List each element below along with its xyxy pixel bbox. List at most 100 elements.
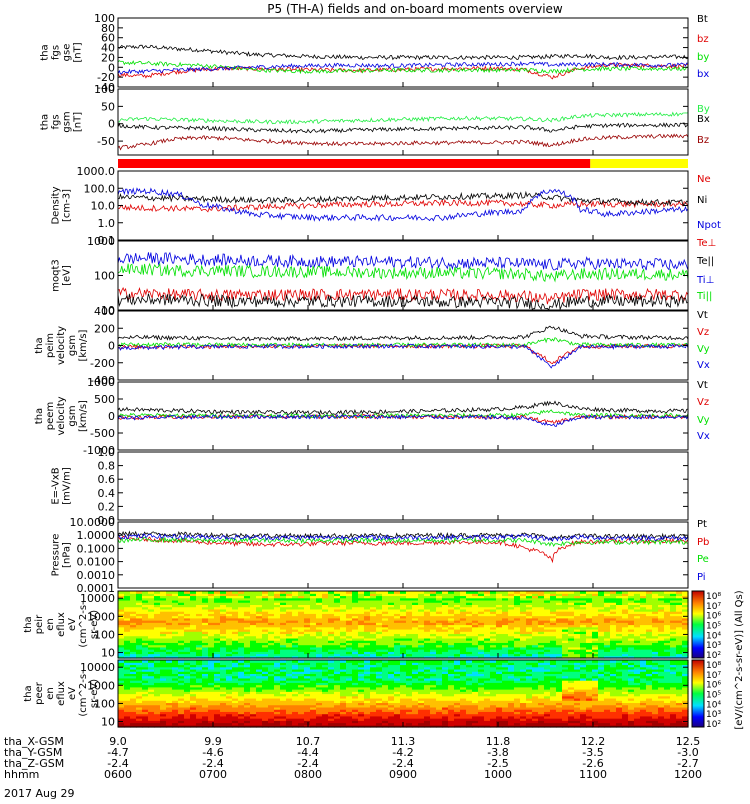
y-axis-label: [eV] [62, 265, 73, 286]
y-tick-label: 500 [94, 393, 115, 406]
colorbar-tick: 10⁷ [706, 671, 721, 681]
status-segment [590, 159, 688, 168]
legend-fgs-2: by [697, 52, 709, 63]
legend-density-0: Ne [697, 174, 711, 185]
legend-temperature-3: Ti|| [696, 291, 712, 302]
legend-fgs-1: bz [697, 34, 709, 45]
y-tick-label: 0 [108, 340, 115, 353]
x-axis-value: 1100 [579, 768, 607, 781]
colorbar-tick: 10⁶ [706, 612, 721, 622]
y-axis-label: tha [34, 408, 45, 424]
y-axis-label: velocity [56, 326, 67, 365]
y-axis-label: sr-eV) [89, 610, 100, 639]
legend-peem_velocity-1: Vz [697, 397, 709, 408]
legend-fgs_gsm-2: Bz [697, 135, 709, 146]
y-axis-label: sr-eV) [89, 679, 100, 708]
y-axis-label: tha [34, 337, 45, 353]
y-axis-label: eflux [56, 681, 67, 706]
y-tick-label: -200 [90, 357, 115, 370]
colorbar-tick: 10³ [706, 710, 721, 720]
x-axis-value: 1200 [674, 768, 702, 781]
x-axis-value: 0700 [199, 768, 227, 781]
legend-peem_velocity-3: Vx [697, 431, 710, 442]
panel-pressure: PtPbPePi10.00001.00000.10000.01000.00100… [51, 516, 710, 595]
legend-peem_velocity-2: Vy [697, 415, 710, 426]
legend-pressure-2: Pe [697, 554, 709, 565]
y-axis-label: E=-VxB [51, 467, 62, 504]
y-tick-label: 10.0 [91, 200, 116, 213]
y-axis-label: tha [40, 114, 51, 130]
series-line-temperature-2 [118, 252, 688, 270]
y-axis-label: [km/s] [78, 400, 89, 432]
y-axis-label: peer [34, 681, 45, 705]
y-axis-label: tha [40, 44, 51, 60]
legend-fgs-0: Bt [697, 14, 708, 25]
y-axis-label: en [45, 687, 56, 700]
y-axis-label: en [45, 618, 56, 631]
panel-density: NeNiNpot1000.0100.010.01.00.1Density[cm-… [51, 165, 721, 247]
colorbar-label: [eV/(cm^2-s-sr-eV)] (All Qs) [734, 590, 745, 729]
y-axis-label: (cm^2-s- [78, 670, 89, 717]
legend-density-1: Ni [697, 195, 707, 206]
y-tick-label: 1.0 [98, 217, 116, 230]
x-axis-row-label: hhmm [4, 768, 39, 781]
panel-frame [118, 18, 688, 87]
colorbar-tick: 10⁶ [706, 681, 721, 691]
y-axis-label: gsm [67, 405, 78, 426]
colorbar-tick: 10² [706, 720, 721, 730]
colorbar-tick: 10⁴ [706, 700, 721, 710]
y-axis-label: eV [67, 687, 78, 700]
y-axis-label: gsm [67, 335, 78, 356]
legend-temperature-1: Te|| [696, 256, 714, 267]
y-axis-label: [mV/m] [62, 467, 73, 505]
legend-temperature-0: Te⊥ [696, 238, 716, 249]
colorbar-tick: 10⁷ [706, 602, 721, 612]
y-axis-label: (cm^2-s- [78, 601, 89, 648]
series-line-fgs_gsm-2 [118, 134, 688, 149]
y-tick-label: 0.4 [98, 487, 116, 500]
y-axis-label: [nPa] [62, 542, 73, 568]
date-label: 2017 Aug 29 [4, 787, 74, 800]
status-bar [118, 159, 688, 168]
legend-peim_velocity-1: Vz [697, 327, 709, 338]
y-axis-label: peem [45, 402, 56, 430]
y-tick-label: 1000 [87, 235, 115, 248]
panel-frame [118, 452, 688, 520]
series-line-fgs_gsm-1 [118, 123, 688, 133]
legend-pressure-0: Pt [697, 519, 707, 530]
y-axis-label: eV [67, 618, 78, 631]
y-axis-label: [nT] [73, 112, 84, 132]
legend-pressure-3: Pi [697, 572, 706, 583]
y-axis-label: peir [34, 614, 45, 634]
colorbar-tick: 10⁴ [706, 631, 721, 641]
legend-peim_velocity-0: Vt [697, 310, 708, 321]
panel-frame [118, 171, 688, 240]
x-axis-value: 0900 [389, 768, 417, 781]
y-axis-label: tha [23, 685, 34, 701]
y-tick-label: 100 [94, 270, 115, 283]
y-tick-label: 400 [94, 305, 115, 318]
y-tick-label: 1.0 [98, 446, 116, 459]
series-line-peem_velocity-0 [118, 401, 688, 414]
panel-frame [118, 89, 688, 155]
chart-title: P5 (TH-A) fields and on-board moments ov… [267, 2, 563, 16]
series-line-fgs-2 [118, 61, 688, 73]
y-tick-label: 0 [108, 410, 115, 423]
y-axis-label: Density [51, 186, 62, 224]
colorbars: 10⁸10⁷10⁶10⁵10⁴10³10²10⁸10⁷10⁶10⁵10⁴10³1… [692, 590, 745, 730]
y-tick-label: 50 [101, 100, 115, 113]
y-tick-label: 100.0 [84, 182, 116, 195]
y-tick-label: -50 [97, 135, 115, 148]
y-tick-label: 1.0000 [77, 529, 116, 542]
series-line-peim_velocity-3 [118, 344, 688, 368]
x-axis-value: 0800 [294, 768, 322, 781]
y-tick-label: 0.2 [98, 500, 116, 513]
y-tick-label: 10 [101, 716, 115, 729]
colorbar [692, 660, 704, 727]
y-tick-label: 1000.0 [77, 165, 116, 178]
